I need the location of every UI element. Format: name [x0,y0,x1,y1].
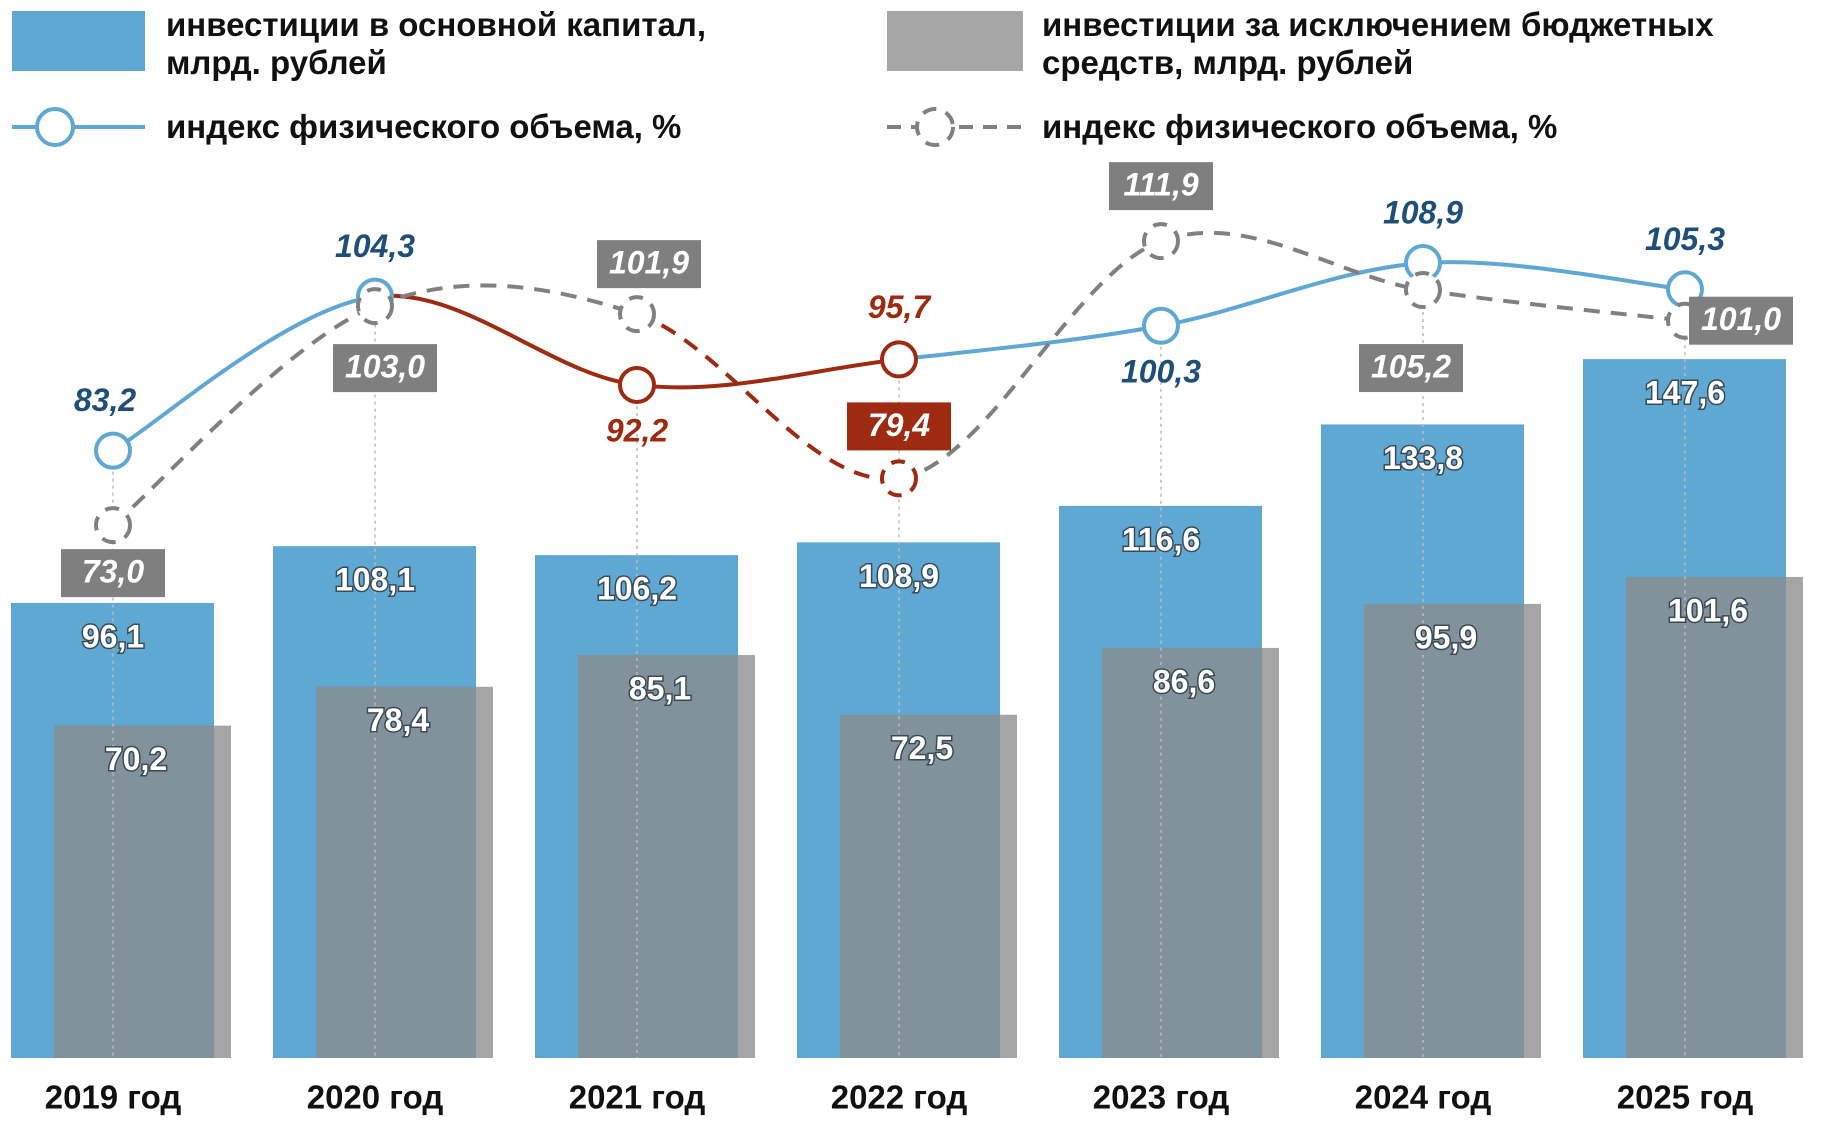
value-label-box: 79,4 [847,402,951,451]
line-segment [636,357,900,390]
bar-value-label: 147,6 [1645,375,1725,411]
legend-marker [35,107,75,147]
bar-value-label: 72,5 [891,730,953,766]
value-label-box: 111,9 [1109,162,1213,211]
line-segment [1422,260,1686,292]
line-marker [880,459,918,498]
line-segment [636,312,900,482]
line-marker [618,365,656,404]
value-label-box: 101,9 [597,240,701,289]
bar-value-label: 101,6 [1668,592,1748,628]
line-value-label: 79,4 [868,407,930,443]
bar-value-label: 108,9 [859,558,939,594]
x-tick-label: 2022 год [831,1079,968,1116]
label-box [1109,162,1213,211]
label-box [1359,344,1463,393]
line-segment [1422,288,1686,323]
line-segment [898,323,1162,362]
line-value-label: 101,0 [1701,301,1781,337]
x-tick-label: 2019 год [45,1079,182,1116]
line-marker [1404,271,1442,310]
x-tick-label: 2023 год [1093,1079,1230,1116]
line-value-label: 105,2 [1371,348,1451,384]
line-marker [94,506,132,545]
label-box [1689,296,1793,345]
value-label-box: 105,2 [1359,344,1463,393]
x-tick-label: 2020 год [307,1079,444,1116]
bar [54,725,231,1058]
line-marker [94,431,132,470]
label-box [847,402,951,451]
line-marker [1142,306,1180,345]
line-value-label: 105,3 [1645,221,1725,257]
bar-value-label: 85,1 [629,670,691,706]
legend-label: инвестиции за исключением бюджетных сред… [1042,6,1714,81]
bar-value-label: 96,1 [82,618,144,654]
legend-swatch [887,11,1023,71]
line-segment [1160,230,1424,293]
line-segment [374,283,638,317]
line-segment [374,293,638,387]
legend-swatch [12,11,145,71]
line-value-label: 103,0 [345,349,425,385]
line-value-label: 108,9 [1383,194,1463,230]
line-segment [898,239,1162,481]
bar [840,714,1017,1058]
bar-value-label: 78,4 [367,702,429,738]
bar [1364,603,1541,1058]
line-value-label: 95,7 [868,289,932,325]
legend-label: индекс физического объема, % [1042,108,1558,145]
value-label-box: 101,0 [1689,296,1793,345]
bar-value-label: 133,8 [1383,440,1463,476]
line-segment [111,304,376,527]
line-segment [1160,261,1424,328]
legend-marker [915,107,955,147]
value-label-box: 73,0 [61,549,165,598]
line-value-label: 83,2 [74,382,136,418]
line-marker [618,295,656,334]
bar-value-label: 95,9 [1415,619,1477,655]
label-box [61,549,165,598]
label-box [597,240,701,289]
bar-value-label: 106,2 [597,571,677,607]
bar-value-label: 116,6 [1122,521,1200,557]
bar-value-label: 70,2 [105,741,167,777]
x-tick-label: 2024 год [1355,1079,1492,1116]
line-value-label: 104,3 [335,228,415,264]
bar [578,655,755,1058]
line-marker [356,287,394,326]
line-value-label: 101,9 [609,245,689,281]
line-value-label: 73,0 [82,554,144,590]
value-label-box: 103,0 [333,344,437,393]
bar [1626,576,1803,1058]
bar [1102,647,1279,1058]
line-segment [111,294,376,453]
x-tick-label: 2025 год [1617,1079,1754,1116]
bar-value-label: 86,6 [1153,663,1215,699]
bar-value-label: 108,1 [335,562,415,598]
line-marker [880,340,918,379]
line-value-label: 111,9 [1123,167,1199,203]
line-marker [1142,222,1180,261]
legend-label: индекс физического объема, % [166,108,682,145]
legend-label: инвестиции в основной капитал, млрд. руб… [166,6,707,81]
bar [316,686,493,1058]
x-tick-label: 2021 год [569,1079,706,1116]
label-box [333,344,437,393]
line-value-label: 100,3 [1121,353,1201,389]
line-value-label: 92,2 [606,412,668,448]
